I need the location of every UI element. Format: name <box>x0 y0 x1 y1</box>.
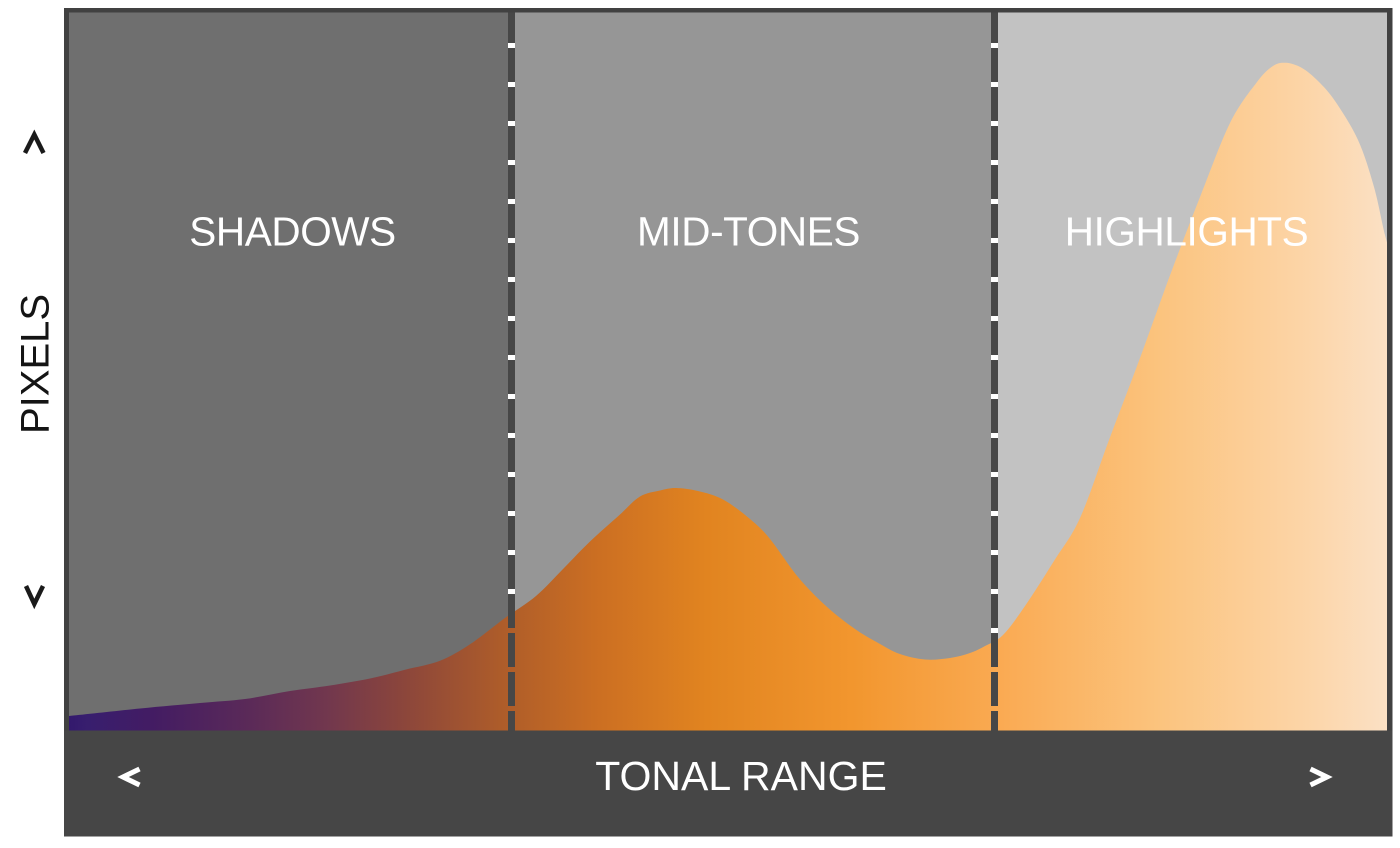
svg-text:HIGHLIGHTS: HIGHLIGHTS <box>1065 209 1309 255</box>
svg-text:MID-TONES: MID-TONES <box>637 209 860 255</box>
svg-text:SHADOWS: SHADOWS <box>189 209 395 255</box>
svg-text:PIXELS: PIXELS <box>14 294 58 434</box>
svg-text:TONAL RANGE: TONAL RANGE <box>595 753 887 799</box>
